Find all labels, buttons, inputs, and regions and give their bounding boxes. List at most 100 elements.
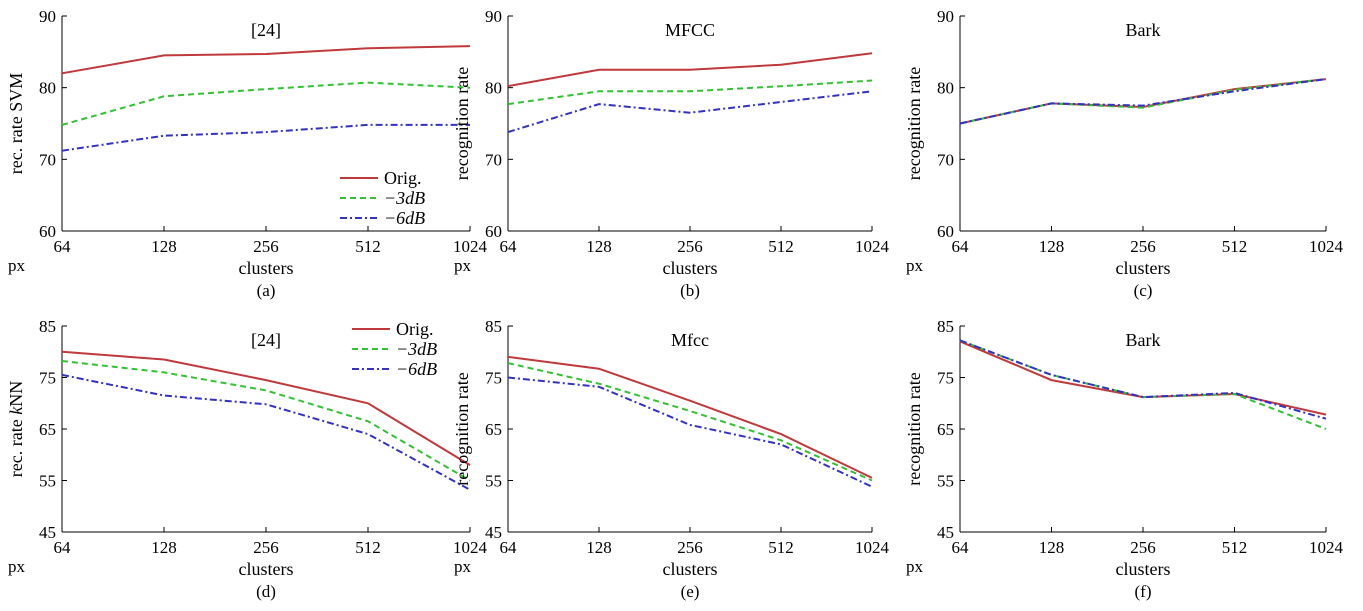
x-tick-label: 1024 <box>1309 237 1344 256</box>
series-line-1 <box>507 355 873 479</box>
panel-label: (e) <box>681 582 700 601</box>
chart-panel-6: 45 55 65 75 85 64 128 256 512 1024 Bark clusters px (… <box>904 317 1344 601</box>
px-label: px <box>454 256 472 275</box>
y-tick-label: 90 <box>485 7 502 26</box>
series-line-2 <box>61 360 471 482</box>
panel-label: (f) <box>1135 582 1152 601</box>
legend-label-2: −3dB <box>384 188 425 208</box>
panel-label: (b) <box>680 281 700 300</box>
panel-title: Bark <box>1126 330 1161 350</box>
x-tick-label: 64 <box>952 538 970 557</box>
panel-title: Bark <box>1126 20 1161 40</box>
y-tick-label: 65 <box>485 420 502 439</box>
panel-label: (a) <box>257 281 276 300</box>
series-line-1 <box>61 350 471 466</box>
series-line-2 <box>959 78 1327 125</box>
x-tick-label: 256 <box>1130 538 1156 557</box>
x-axis-label: clusters <box>1116 258 1171 278</box>
x-tick-label: 128 <box>586 538 612 557</box>
y-axis-label-part: NN <box>6 381 26 407</box>
chart-panel-5: 45 55 65 75 85 64 128 256 512 1024 Mfcc clusters px (… <box>452 317 890 601</box>
y-axis-label: recognition rate <box>452 67 472 180</box>
x-tick-label: 128 <box>1039 538 1065 557</box>
x-axis-label: clusters <box>239 258 294 278</box>
x-tick-label: 1024 <box>453 237 488 256</box>
legend-label-3: −6dB <box>396 359 437 379</box>
x-tick-label: 128 <box>1039 237 1065 256</box>
x-tick-label: 1024 <box>855 237 890 256</box>
x-tick-label: 1024 <box>855 538 890 557</box>
x-axis-label: clusters <box>1116 559 1171 579</box>
x-tick-label: 512 <box>1222 538 1248 557</box>
y-tick-label: 60 <box>937 222 954 241</box>
series-line-2 <box>959 339 1327 430</box>
y-axis-label-part: k <box>6 406 26 415</box>
x-axis-label: clusters <box>239 559 294 579</box>
px-label: px <box>8 256 26 275</box>
y-tick-label: 85 <box>39 317 56 336</box>
px-label: px <box>8 557 26 576</box>
x-tick-label: 512 <box>1222 237 1248 256</box>
y-tick-label: 90 <box>937 7 954 26</box>
y-tick-label: 80 <box>937 79 954 98</box>
y-tick-label: 70 <box>485 150 502 169</box>
x-tick-label: 1024 <box>453 538 488 557</box>
series-line-2 <box>507 362 873 482</box>
x-tick-label: 64 <box>952 237 970 256</box>
x-tick-label: 256 <box>1130 237 1156 256</box>
x-tick-label: 64 <box>500 538 518 557</box>
y-tick-label: 55 <box>485 472 502 491</box>
series-line-2 <box>507 79 873 106</box>
series-line-3 <box>61 373 471 491</box>
y-axis-label: recognition rate <box>904 67 924 180</box>
chart-panel-3: 60 70 80 90 64 128 256 512 1024 Bark clusters px (c)… <box>904 7 1344 300</box>
legend-label-1: Orig. <box>396 319 434 339</box>
x-tick-label: 256 <box>677 538 703 557</box>
x-tick-label: 256 <box>677 237 703 256</box>
panel-title: [24] <box>251 20 281 40</box>
legend-label-3: −6dB <box>384 208 425 228</box>
y-tick-label: 65 <box>937 420 954 439</box>
x-tick-label: 256 <box>253 237 279 256</box>
x-tick-label: 128 <box>586 237 612 256</box>
x-axis-label: clusters <box>663 258 718 278</box>
x-axis-label: clusters <box>663 559 718 579</box>
legend-label-1: Orig. <box>384 168 422 188</box>
y-tick-label: 60 <box>485 222 502 241</box>
chart-panel-1: 60 70 80 90 64 128 256 512 1024 [24] clusters px (a)… <box>6 7 488 300</box>
legend: Orig.−3dB−6dB <box>340 168 425 228</box>
series-line-3 <box>959 78 1327 125</box>
chart-panel-2: 60 70 80 90 64 128 256 512 1024 MFCC clusters px (b)… <box>452 7 890 300</box>
y-tick-label: 75 <box>485 369 502 388</box>
x-tick-label: 64 <box>54 538 72 557</box>
px-label: px <box>454 557 472 576</box>
y-tick-label: 70 <box>39 150 56 169</box>
y-tick-label: 45 <box>485 523 502 542</box>
y-axis-label: rec. rate kNN <box>6 381 26 477</box>
x-tick-label: 128 <box>151 237 177 256</box>
y-tick-label: 90 <box>39 7 56 26</box>
series-line-3 <box>61 123 470 152</box>
series-line-1 <box>507 52 873 88</box>
y-tick-label: 45 <box>39 523 56 542</box>
panel-title: MFCC <box>665 20 715 40</box>
y-tick-label: 45 <box>937 523 954 542</box>
y-tick-label: 55 <box>937 472 954 491</box>
y-axis-label-part: rec. rate <box>6 415 26 477</box>
panel-title: Mfcc <box>671 330 709 350</box>
series-line-3 <box>507 90 873 134</box>
y-tick-label: 85 <box>485 317 502 336</box>
panel-title: [24] <box>251 330 281 350</box>
series-line-2 <box>61 81 471 126</box>
panel-label: (c) <box>1134 281 1153 300</box>
y-tick-label: 60 <box>39 222 56 241</box>
x-tick-label: 1024 <box>1309 538 1344 557</box>
y-tick-label: 55 <box>39 472 56 491</box>
x-tick-label: 64 <box>54 237 72 256</box>
x-tick-label: 128 <box>151 538 177 557</box>
x-tick-label: 512 <box>768 237 794 256</box>
y-tick-label: 80 <box>485 79 502 98</box>
series-line-3 <box>959 339 1327 420</box>
y-tick-label: 70 <box>937 150 954 169</box>
